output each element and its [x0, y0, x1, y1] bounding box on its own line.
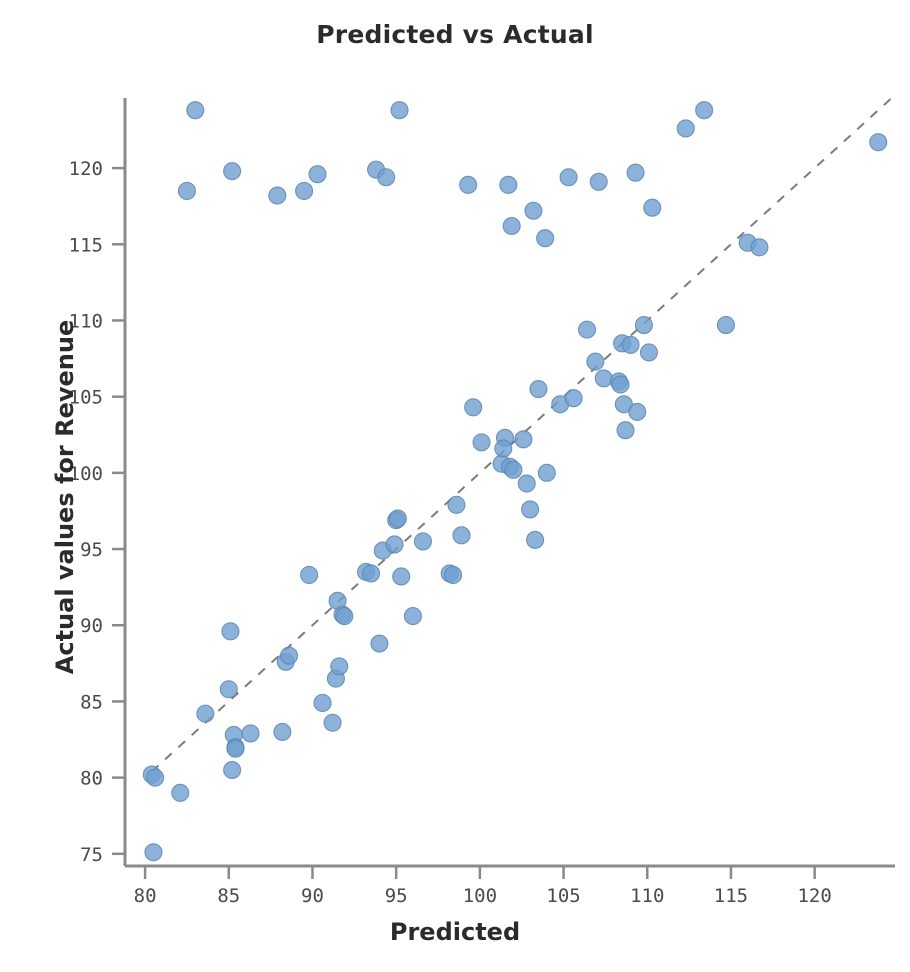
data-point[interactable]: [279, 646, 299, 665]
data-point[interactable]: [144, 843, 163, 862]
data-point[interactable]: [444, 565, 463, 585]
x-tick-label: 105: [546, 885, 580, 907]
data-point[interactable]: [577, 320, 597, 339]
data-point[interactable]: [219, 680, 238, 699]
data-point[interactable]: [504, 460, 523, 479]
data-point[interactable]: [502, 216, 521, 236]
data-point[interactable]: [643, 198, 662, 217]
y-tick-label: 110: [69, 310, 103, 332]
data-point[interactable]: [472, 433, 491, 452]
data-point[interactable]: [676, 119, 695, 138]
data-point[interactable]: [452, 526, 471, 545]
data-point[interactable]: [377, 168, 396, 187]
data-point[interactable]: [177, 181, 196, 201]
data-point[interactable]: [499, 175, 518, 194]
data-point[interactable]: [392, 567, 411, 586]
data-point[interactable]: [146, 768, 165, 787]
data-point[interactable]: [362, 564, 381, 583]
x-tick-label: 85: [217, 885, 240, 907]
data-point[interactable]: [494, 439, 513, 458]
x-tick-label: 115: [714, 885, 748, 907]
data-point[interactable]: [594, 369, 613, 388]
y-tick-label: 90: [80, 615, 103, 637]
y-axis-ticks: 75 80 85 90 95 100 105 110 115 120: [69, 158, 125, 866]
data-point[interactable]: [526, 530, 545, 549]
y-axis-label: Actual values for Revenue: [51, 319, 79, 675]
data-point[interactable]: [413, 532, 433, 551]
data-point[interactable]: [370, 634, 389, 653]
data-point[interactable]: [517, 474, 536, 493]
data-point[interactable]: [390, 101, 409, 120]
data-point[interactable]: [313, 693, 332, 713]
data-point[interactable]: [226, 739, 245, 758]
data-point[interactable]: [536, 229, 555, 248]
data-points-layer: [142, 101, 888, 862]
data-point[interactable]: [524, 201, 543, 220]
x-axis-label: Predicted: [389, 918, 521, 946]
data-point[interactable]: [221, 622, 240, 641]
x-tick-label: 120: [797, 885, 831, 907]
identity-reference-line: [151, 97, 893, 773]
data-point[interactable]: [564, 389, 583, 408]
data-point[interactable]: [559, 168, 578, 187]
data-point[interactable]: [196, 704, 215, 723]
data-point[interactable]: [300, 565, 319, 585]
data-point[interactable]: [323, 713, 342, 732]
data-point[interactable]: [639, 343, 658, 362]
data-point[interactable]: [273, 722, 292, 741]
data-point[interactable]: [385, 535, 404, 554]
data-point[interactable]: [634, 315, 653, 335]
data-point[interactable]: [186, 101, 205, 120]
data-point[interactable]: [464, 398, 483, 417]
data-point[interactable]: [308, 165, 327, 184]
data-point[interactable]: [268, 186, 287, 205]
data-point[interactable]: [529, 379, 548, 399]
y-tick-label: 80: [80, 768, 103, 790]
data-point[interactable]: [388, 509, 407, 528]
data-point[interactable]: [611, 375, 630, 394]
x-tick-label: 95: [385, 885, 408, 907]
data-point[interactable]: [295, 181, 314, 201]
data-point[interactable]: [616, 421, 635, 440]
y-tick-label: 120: [69, 158, 103, 180]
data-point[interactable]: [589, 172, 608, 191]
y-tick-label: 75: [80, 844, 103, 866]
data-point[interactable]: [750, 238, 769, 257]
data-point[interactable]: [869, 133, 888, 152]
data-point[interactable]: [626, 163, 645, 182]
data-point[interactable]: [695, 101, 714, 120]
data-point[interactable]: [223, 162, 242, 181]
x-tick-label: 80: [134, 885, 157, 907]
x-tick-label: 110: [630, 885, 664, 907]
data-point[interactable]: [335, 607, 354, 626]
data-point[interactable]: [403, 607, 422, 626]
data-point[interactable]: [330, 657, 349, 676]
data-point[interactable]: [447, 495, 466, 514]
data-point[interactable]: [521, 500, 540, 519]
y-tick-label: 100: [69, 463, 103, 485]
y-tick-label: 115: [69, 234, 103, 256]
chart-title: Predicted vs Actual: [316, 20, 594, 49]
x-axis-ticks: 80 85 90 95 100 105 110 115 120: [134, 866, 832, 907]
data-point[interactable]: [586, 352, 605, 371]
x-tick-label: 100: [463, 885, 497, 907]
data-point[interactable]: [716, 315, 735, 335]
data-point[interactable]: [171, 783, 190, 802]
data-point[interactable]: [621, 335, 640, 354]
data-point[interactable]: [241, 724, 260, 743]
data-point[interactable]: [223, 760, 242, 780]
y-tick-label: 95: [80, 539, 103, 561]
y-tick-label: 105: [69, 387, 103, 409]
data-point[interactable]: [628, 402, 647, 421]
data-point[interactable]: [614, 395, 633, 414]
x-tick-label: 90: [301, 885, 324, 907]
data-point[interactable]: [537, 463, 556, 482]
data-point[interactable]: [514, 430, 533, 449]
data-point[interactable]: [459, 175, 478, 194]
y-tick-label: 85: [80, 691, 103, 713]
